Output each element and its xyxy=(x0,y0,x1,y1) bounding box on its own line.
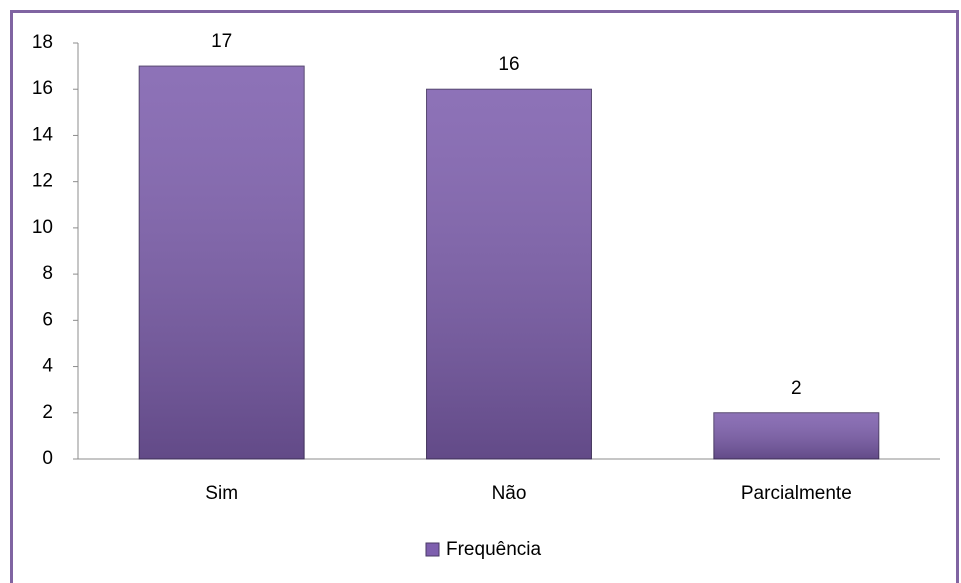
y-tick-label: 4 xyxy=(42,356,53,377)
y-tick-label: 18 xyxy=(32,32,53,53)
y-tick-label: 10 xyxy=(32,217,53,238)
y-tick-label: 6 xyxy=(42,309,53,330)
y-tick-label: 12 xyxy=(32,171,53,192)
x-tick-label: Parcialmente xyxy=(741,483,852,504)
x-tick-label: Não xyxy=(492,483,527,504)
bar-shade xyxy=(713,412,879,459)
y-tick-label: 0 xyxy=(42,448,53,469)
y-tick-label: 16 xyxy=(32,78,53,99)
frame xyxy=(10,10,959,583)
bar-shade xyxy=(139,66,305,459)
data-label: 16 xyxy=(498,54,519,75)
legend-label: Frequência xyxy=(446,539,541,560)
bar-shade xyxy=(426,89,592,459)
legend-swatch xyxy=(425,542,440,557)
data-label: 2 xyxy=(791,378,802,399)
y-tick-label: 8 xyxy=(42,263,53,284)
y-tick-label: 2 xyxy=(42,402,53,423)
data-label: 17 xyxy=(211,31,232,52)
x-tick-label: Sim xyxy=(205,483,238,504)
y-tick-label: 14 xyxy=(32,124,54,145)
